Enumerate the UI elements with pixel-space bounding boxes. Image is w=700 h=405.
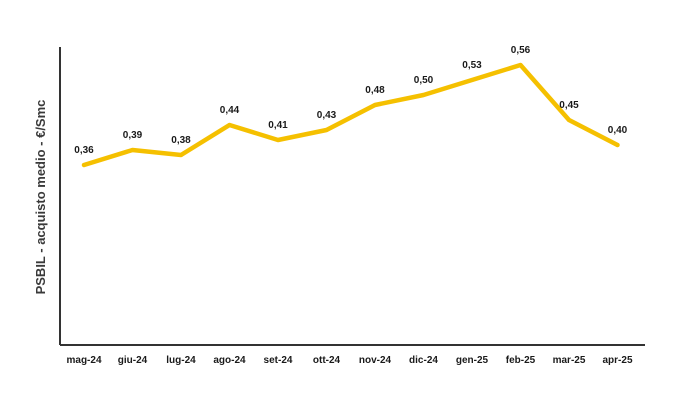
x-tick-label-gen-25: gen-25 xyxy=(456,355,489,366)
data-point-ago-24 xyxy=(227,123,232,127)
data-label-apr-25: 0,40 xyxy=(608,125,628,136)
y-axis-title: PSBIL - acquisto medio - €/Smc xyxy=(33,100,48,295)
x-tick-labels-group: mag-24 giu-24 lug-24 ago-24 set-24 ott-24 nov-… xyxy=(66,355,632,366)
data-label-mag-24: 0,36 xyxy=(74,145,94,156)
data-point-mar-25 xyxy=(567,118,571,122)
x-tick-label-lug-24: lug-24 xyxy=(166,355,196,366)
data-labels-group: 0,36 0,39 0,38 0,44 0,41 0,43 0,48 0,50 0,53 0,56… xyxy=(74,45,627,156)
data-point-set-24 xyxy=(276,138,280,142)
data-point-giu-24 xyxy=(130,148,135,152)
x-tick-label-ott-24: ott-24 xyxy=(313,355,341,366)
data-point-mag-24 xyxy=(82,163,86,167)
x-tick-label-ago-24: ago-24 xyxy=(213,355,246,366)
data-label-giu-24: 0,39 xyxy=(123,130,143,141)
x-tick-label-nov-24: nov-24 xyxy=(359,355,392,366)
data-point-nov-24 xyxy=(373,103,377,107)
data-label-ago-24: 0,44 xyxy=(220,105,240,116)
series-group xyxy=(81,62,620,168)
x-tick-label-apr-25: apr-25 xyxy=(602,355,632,366)
data-label-lug-24: 0,38 xyxy=(171,135,191,146)
data-label-nov-24: 0,48 xyxy=(365,85,385,96)
data-label-gen-25: 0,53 xyxy=(462,60,482,71)
x-tick-label-mar-25: mar-25 xyxy=(553,355,586,366)
data-point-apr-25 xyxy=(615,143,620,147)
data-point-feb-25 xyxy=(518,63,523,67)
data-label-feb-25: 0,56 xyxy=(511,45,531,56)
data-label-set-24: 0,41 xyxy=(268,120,288,131)
data-label-dic-24: 0,50 xyxy=(414,75,434,86)
x-tick-label-feb-25: feb-25 xyxy=(506,355,536,366)
data-point-dic-24 xyxy=(421,93,426,97)
data-point-ott-24 xyxy=(324,128,329,132)
x-tick-label-mag-24: mag-24 xyxy=(66,355,101,366)
data-label-ott-24: 0,43 xyxy=(317,110,337,121)
data-label-mar-25: 0,45 xyxy=(559,100,579,111)
x-tick-label-giu-24: giu-24 xyxy=(118,355,148,366)
data-point-lug-24 xyxy=(179,153,183,157)
data-point-gen-25 xyxy=(470,78,474,82)
series-line xyxy=(81,62,620,168)
x-tick-label-dic-24: dic-24 xyxy=(409,355,438,366)
x-tick-label-set-24: set-24 xyxy=(264,355,293,366)
